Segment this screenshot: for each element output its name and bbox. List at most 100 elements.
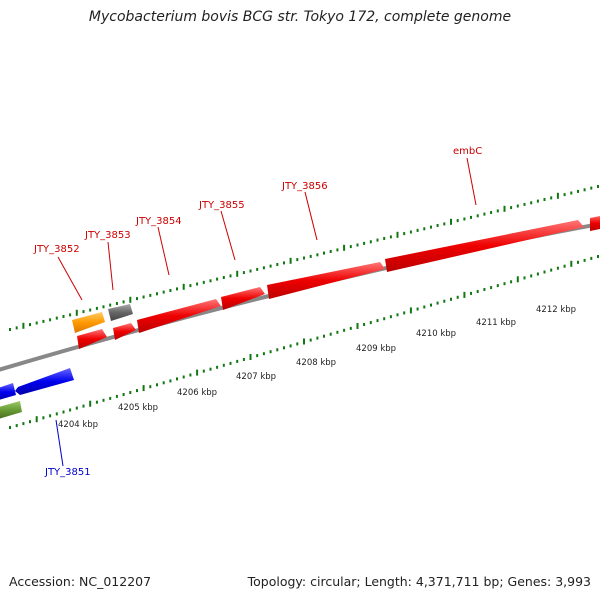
tick-minor (483, 288, 486, 291)
gene-jty-3852-body[interactable] (77, 329, 107, 349)
tick-minor (336, 330, 339, 334)
tick-minor (82, 404, 85, 408)
tick-major (182, 283, 185, 290)
tick-minor (156, 383, 158, 387)
tick-minor (42, 319, 45, 323)
tick-row-lower (9, 255, 599, 429)
tick-minor (196, 282, 199, 286)
tick-minor (383, 237, 386, 240)
tick-minor (216, 365, 219, 369)
tick-minor (443, 299, 446, 303)
tick-minor (577, 189, 579, 193)
tick-major (142, 385, 145, 392)
tick-minor (503, 282, 506, 286)
tick-minor (316, 253, 319, 257)
tick-major (89, 400, 92, 407)
gene-label-jty-3853[interactable]: JTY_3853 (84, 230, 131, 241)
tick-minor (423, 305, 426, 309)
tick-minor (62, 315, 65, 318)
tick-minor (29, 323, 31, 327)
tick-minor (403, 311, 406, 315)
gene-rna-body[interactable] (72, 312, 105, 333)
gene-jty-3856-body[interactable] (267, 262, 385, 299)
tick-minor (209, 279, 212, 283)
tick-minor (15, 424, 18, 428)
gene-jty-3851-body[interactable] (15, 368, 74, 395)
tick-minor (102, 398, 105, 402)
tick-major (516, 276, 519, 283)
gene-label-jty-3855[interactable]: JTY_3855 (198, 200, 245, 211)
gene-label-embc[interactable]: embC (453, 146, 482, 157)
tick-minor (343, 328, 346, 332)
gene-jty-3853-body[interactable] (113, 323, 136, 340)
gene-label-jty-3856[interactable]: JTY_3856 (281, 181, 328, 192)
tick-minor (69, 313, 72, 317)
tick-minor (456, 295, 459, 299)
tick-minor (55, 316, 58, 320)
gene-left-body[interactable] (0, 383, 16, 401)
tick-major (450, 218, 452, 225)
tick-minor (363, 241, 366, 245)
tick-minor (563, 193, 566, 197)
tick-minor (49, 318, 52, 322)
tick-major (396, 231, 399, 238)
tick-minor (577, 260, 579, 264)
tick-major (35, 416, 38, 423)
tick-major (249, 354, 252, 360)
tick-minor (276, 348, 279, 352)
tick-minor (176, 287, 178, 291)
gene-label-jty-3852[interactable]: JTY_3852 (33, 244, 80, 255)
tick-minor (363, 323, 366, 326)
gene-label-jty-3854[interactable]: JTY_3854 (135, 216, 182, 227)
tick-minor (95, 400, 98, 404)
gene-jty-3854-body[interactable] (137, 299, 221, 333)
tick-minor (162, 290, 165, 294)
tick-minor (149, 293, 152, 297)
tick-minor (69, 408, 72, 412)
tick-minor (222, 276, 225, 279)
gene-pseudo-body[interactable] (108, 304, 133, 321)
tick-minor (376, 238, 379, 242)
tick-minor (316, 336, 319, 340)
gene-other-body[interactable] (0, 401, 22, 420)
tick-minor (476, 214, 479, 218)
tick-minor (476, 290, 479, 293)
tick-minor (389, 235, 392, 239)
gene-jty-3855-body[interactable] (221, 287, 265, 310)
tick-minor (550, 196, 553, 200)
tick-major (356, 323, 359, 329)
gene-embc-body[interactable] (385, 220, 584, 272)
tick-minor (229, 361, 232, 365)
tick-minor (550, 268, 553, 272)
tick-major (289, 257, 292, 264)
tick-major (343, 244, 346, 251)
tick-minor (416, 228, 419, 232)
tick-minor (409, 230, 412, 234)
tick-minor (590, 256, 593, 260)
tick-minor (269, 264, 272, 268)
tick-major (129, 296, 132, 303)
tick-minor (202, 369, 205, 373)
tick-minor (416, 307, 419, 311)
tick-minor (470, 215, 472, 219)
tick-minor (496, 284, 499, 288)
tick-minor (262, 352, 265, 356)
tick-minor (456, 219, 459, 223)
tick-minor (329, 250, 332, 253)
tick-major (236, 270, 239, 277)
tick-minor (269, 350, 272, 354)
tick-minor (102, 305, 105, 309)
tick-minor (597, 185, 599, 188)
kbp-label: 4210 kbp (416, 329, 456, 339)
kbp-label: 4206 kbp (177, 388, 217, 398)
tick-minor (289, 344, 292, 348)
tick-minor (62, 410, 65, 414)
gene-next-body[interactable] (590, 215, 600, 231)
tick-minor (349, 326, 352, 330)
tick-minor (9, 426, 11, 429)
kbp-label: 4209 kbp (356, 344, 396, 354)
tick-minor (9, 328, 11, 331)
gene-label-jty-3851[interactable]: JTY_3851 (44, 467, 91, 478)
tick-minor (563, 264, 566, 268)
